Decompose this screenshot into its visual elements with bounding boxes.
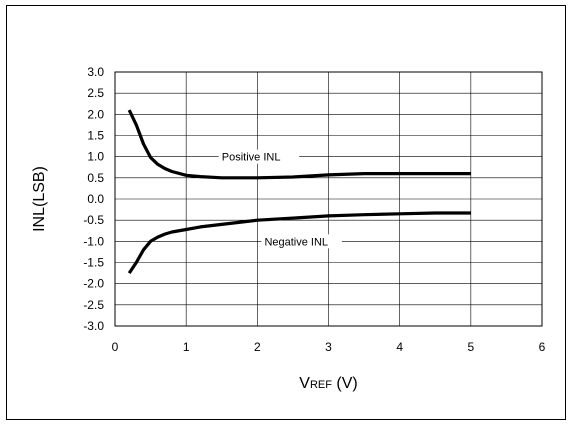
x-tick-label: 3 bbox=[325, 340, 332, 354]
annotation-label-1: Negative INL bbox=[264, 236, 328, 248]
x-tick-label: 0 bbox=[112, 340, 119, 354]
x-tick-label: 2 bbox=[254, 340, 261, 354]
plot-area bbox=[114, 71, 543, 327]
series-line-negative-inl bbox=[127, 211, 471, 274]
x-tick-label: 6 bbox=[539, 340, 546, 354]
y-tick-label: -0.5 bbox=[83, 213, 104, 227]
y-tick-label: -2.0 bbox=[83, 277, 104, 291]
annotations: Positive INL Negative INL bbox=[218, 149, 342, 249]
y-tick-label: 2.0 bbox=[87, 107, 104, 121]
annotation-background bbox=[261, 234, 342, 249]
x-axis-title-main: V bbox=[299, 375, 310, 392]
annotation-label-0: Positive INL bbox=[222, 152, 281, 164]
x-tick-label: 5 bbox=[467, 340, 474, 354]
series-lines bbox=[127, 109, 471, 274]
x-tick-label: 1 bbox=[183, 340, 190, 354]
chart-frame bbox=[6, 5, 566, 420]
grid bbox=[114, 71, 543, 327]
y-tick-labels: 3.0 2.5 2.0 1.5 1.0 0.5 0.0 -0.5 -1.0 -1.5 -2.0 -2.… bbox=[83, 65, 104, 333]
x-axis-title-unit: (V) bbox=[332, 375, 358, 392]
x-axis-title-sub: REF bbox=[310, 379, 332, 391]
y-tick-label: -3.0 bbox=[83, 319, 104, 333]
y-tick-label: 3.0 bbox=[87, 65, 104, 79]
series-line-positive-inl bbox=[127, 109, 471, 180]
y-tick-label: 2.5 bbox=[87, 86, 104, 100]
y-tick-label: -1.0 bbox=[83, 234, 104, 248]
y-tick-label: 0.5 bbox=[87, 171, 104, 185]
y-tick-label: -2.5 bbox=[83, 298, 104, 312]
y-tick-label: 0.0 bbox=[87, 192, 104, 206]
y-tick-label: -1.5 bbox=[83, 256, 104, 270]
y-tick-label: 1.5 bbox=[87, 129, 104, 143]
x-tick-labels: 0 1 2 3 4 5 6 bbox=[112, 340, 546, 354]
x-axis-title: VREF (V) bbox=[299, 375, 357, 392]
y-tick-label: 1.0 bbox=[87, 150, 104, 164]
y-axis-title: INL(LSB) bbox=[31, 166, 48, 232]
x-tick-label: 4 bbox=[396, 340, 403, 354]
annotation-background bbox=[218, 149, 300, 164]
